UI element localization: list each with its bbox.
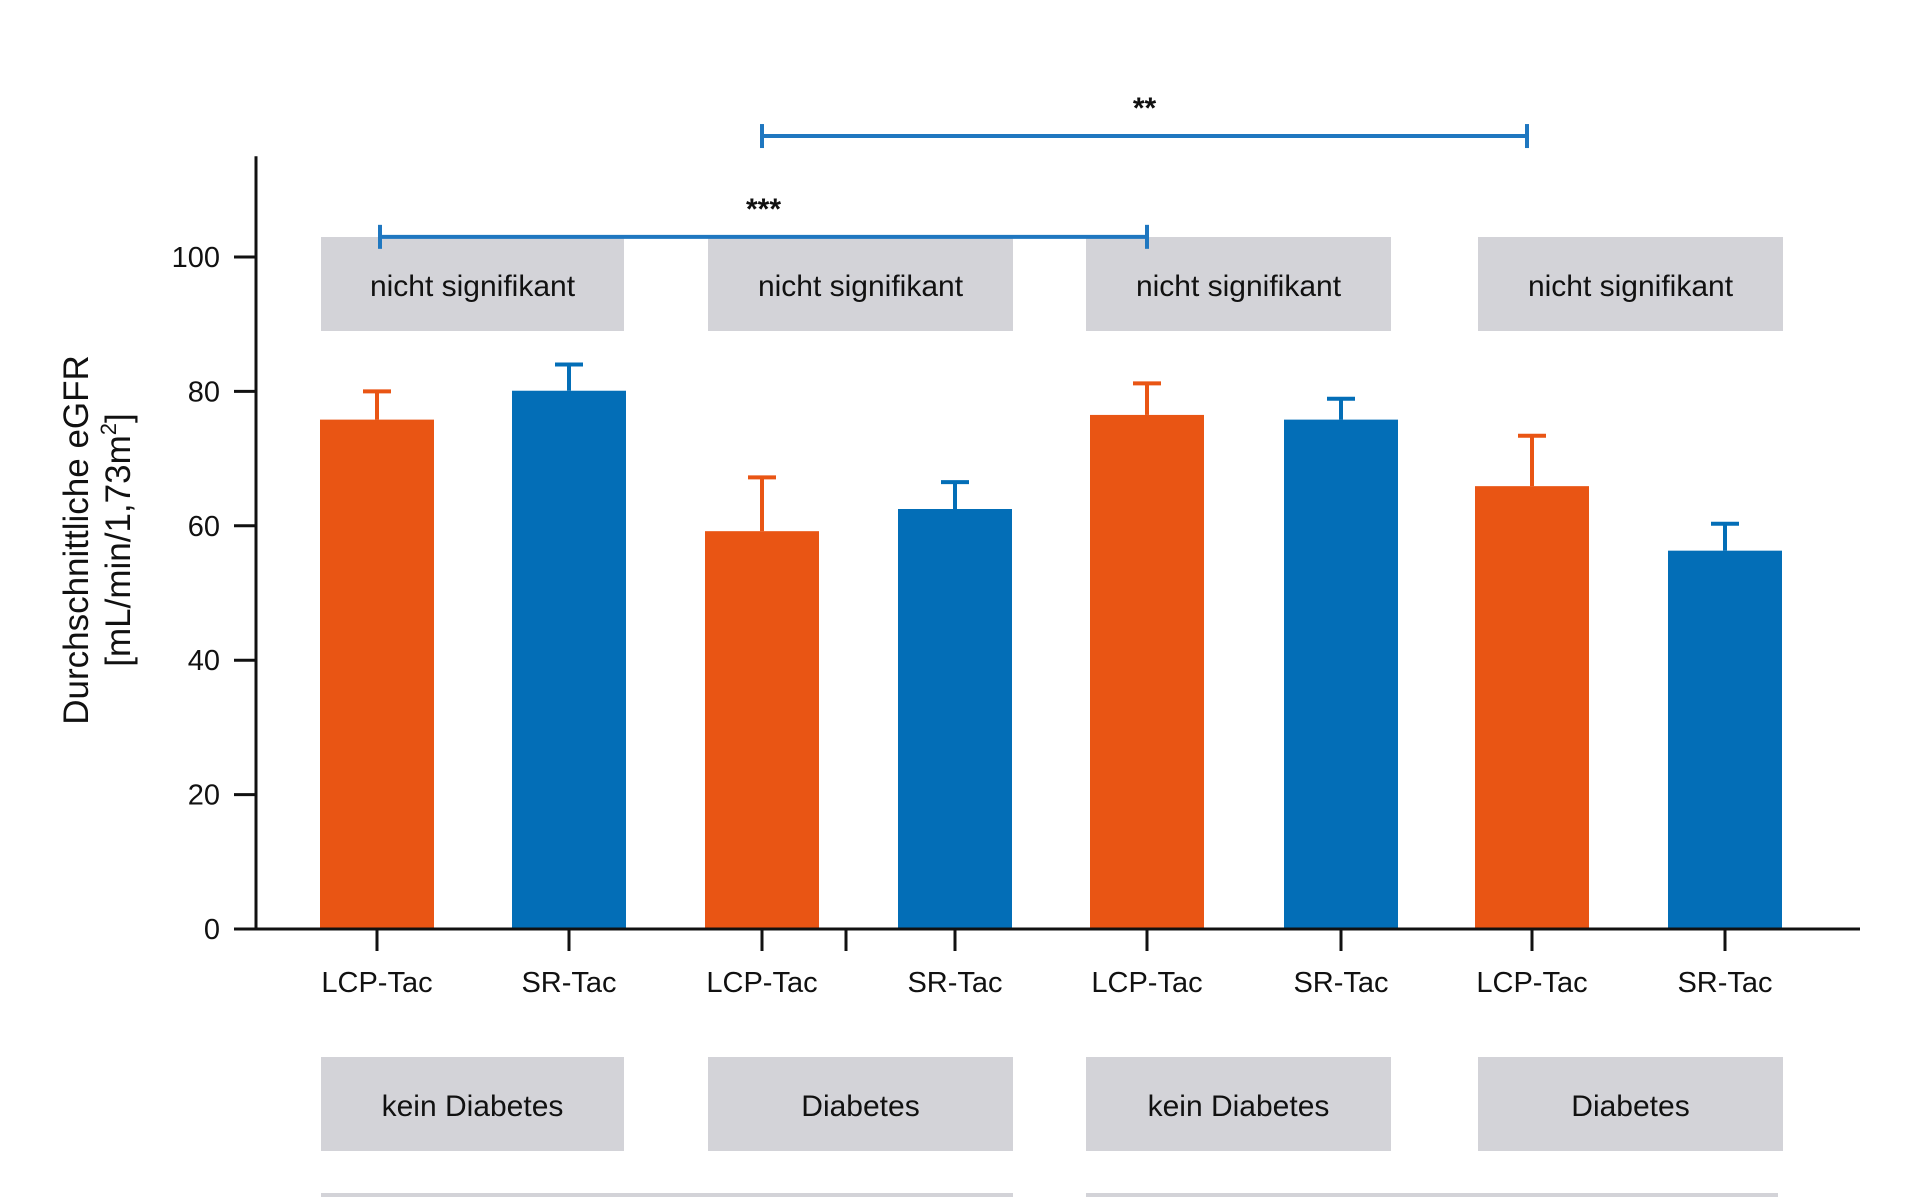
significance-box [708, 237, 1013, 331]
x-tick-label: SR-Tac [1293, 967, 1388, 999]
y-tick-label: 60 [188, 511, 220, 543]
bar [1284, 419, 1398, 929]
group-box [1086, 1057, 1391, 1151]
significance-box [321, 237, 624, 331]
x-tick-label: LCP-Tac [321, 967, 432, 999]
x-tick-label: SR-Tac [521, 967, 616, 999]
bar [898, 509, 1012, 929]
x-tick-label: LCP-Tac [1476, 967, 1587, 999]
bar [1475, 486, 1589, 929]
group-box-label: Diabetes [801, 1090, 919, 1123]
treatment-box [1086, 1193, 1778, 1197]
x-tick-label: LCP-Tac [706, 967, 817, 999]
group-box-label: kein Diabetes [1148, 1090, 1330, 1123]
significance-box-label: nicht signifikant [758, 270, 964, 303]
x-tick-label: SR-Tac [1677, 967, 1772, 999]
x-tick-label: LCP-Tac [1091, 967, 1202, 999]
treatment-box [321, 1193, 1013, 1197]
group-box-label: Diabetes [1571, 1090, 1689, 1123]
y-tick-label: 100 [172, 242, 220, 274]
bar [512, 390, 626, 929]
y-tick-label: 20 [188, 780, 220, 812]
group-box [1478, 1057, 1783, 1151]
significance-box-label: nicht signifikant [370, 270, 576, 303]
bar [320, 419, 434, 929]
group-box-label: kein Diabetes [382, 1090, 564, 1123]
significance-box-label: nicht signifikant [1528, 270, 1734, 303]
group-box [321, 1057, 624, 1151]
bar [705, 531, 819, 929]
significance-box [1086, 237, 1391, 331]
significance-stars: *** [746, 193, 781, 226]
bar [1668, 550, 1782, 929]
y-axis-label: Durchschnittliche eGFR [mL/min/1,73m2] [57, 355, 138, 725]
y-tick-label: 0 [204, 914, 220, 946]
significance-box [1478, 237, 1783, 331]
significance-box-label: nicht signifikant [1136, 270, 1342, 303]
bar [1090, 414, 1204, 929]
significance-stars: ** [1133, 92, 1157, 125]
group-box [708, 1057, 1013, 1151]
x-tick-label: SR-Tac [907, 967, 1002, 999]
y-axis-label-line1: Durchschnittliche eGFR [57, 355, 96, 725]
y-axis-label-line2: [mL/min/1,73m2] [96, 413, 138, 666]
y-tick-label: 40 [188, 645, 220, 677]
y-tick-label: 80 [188, 376, 220, 408]
